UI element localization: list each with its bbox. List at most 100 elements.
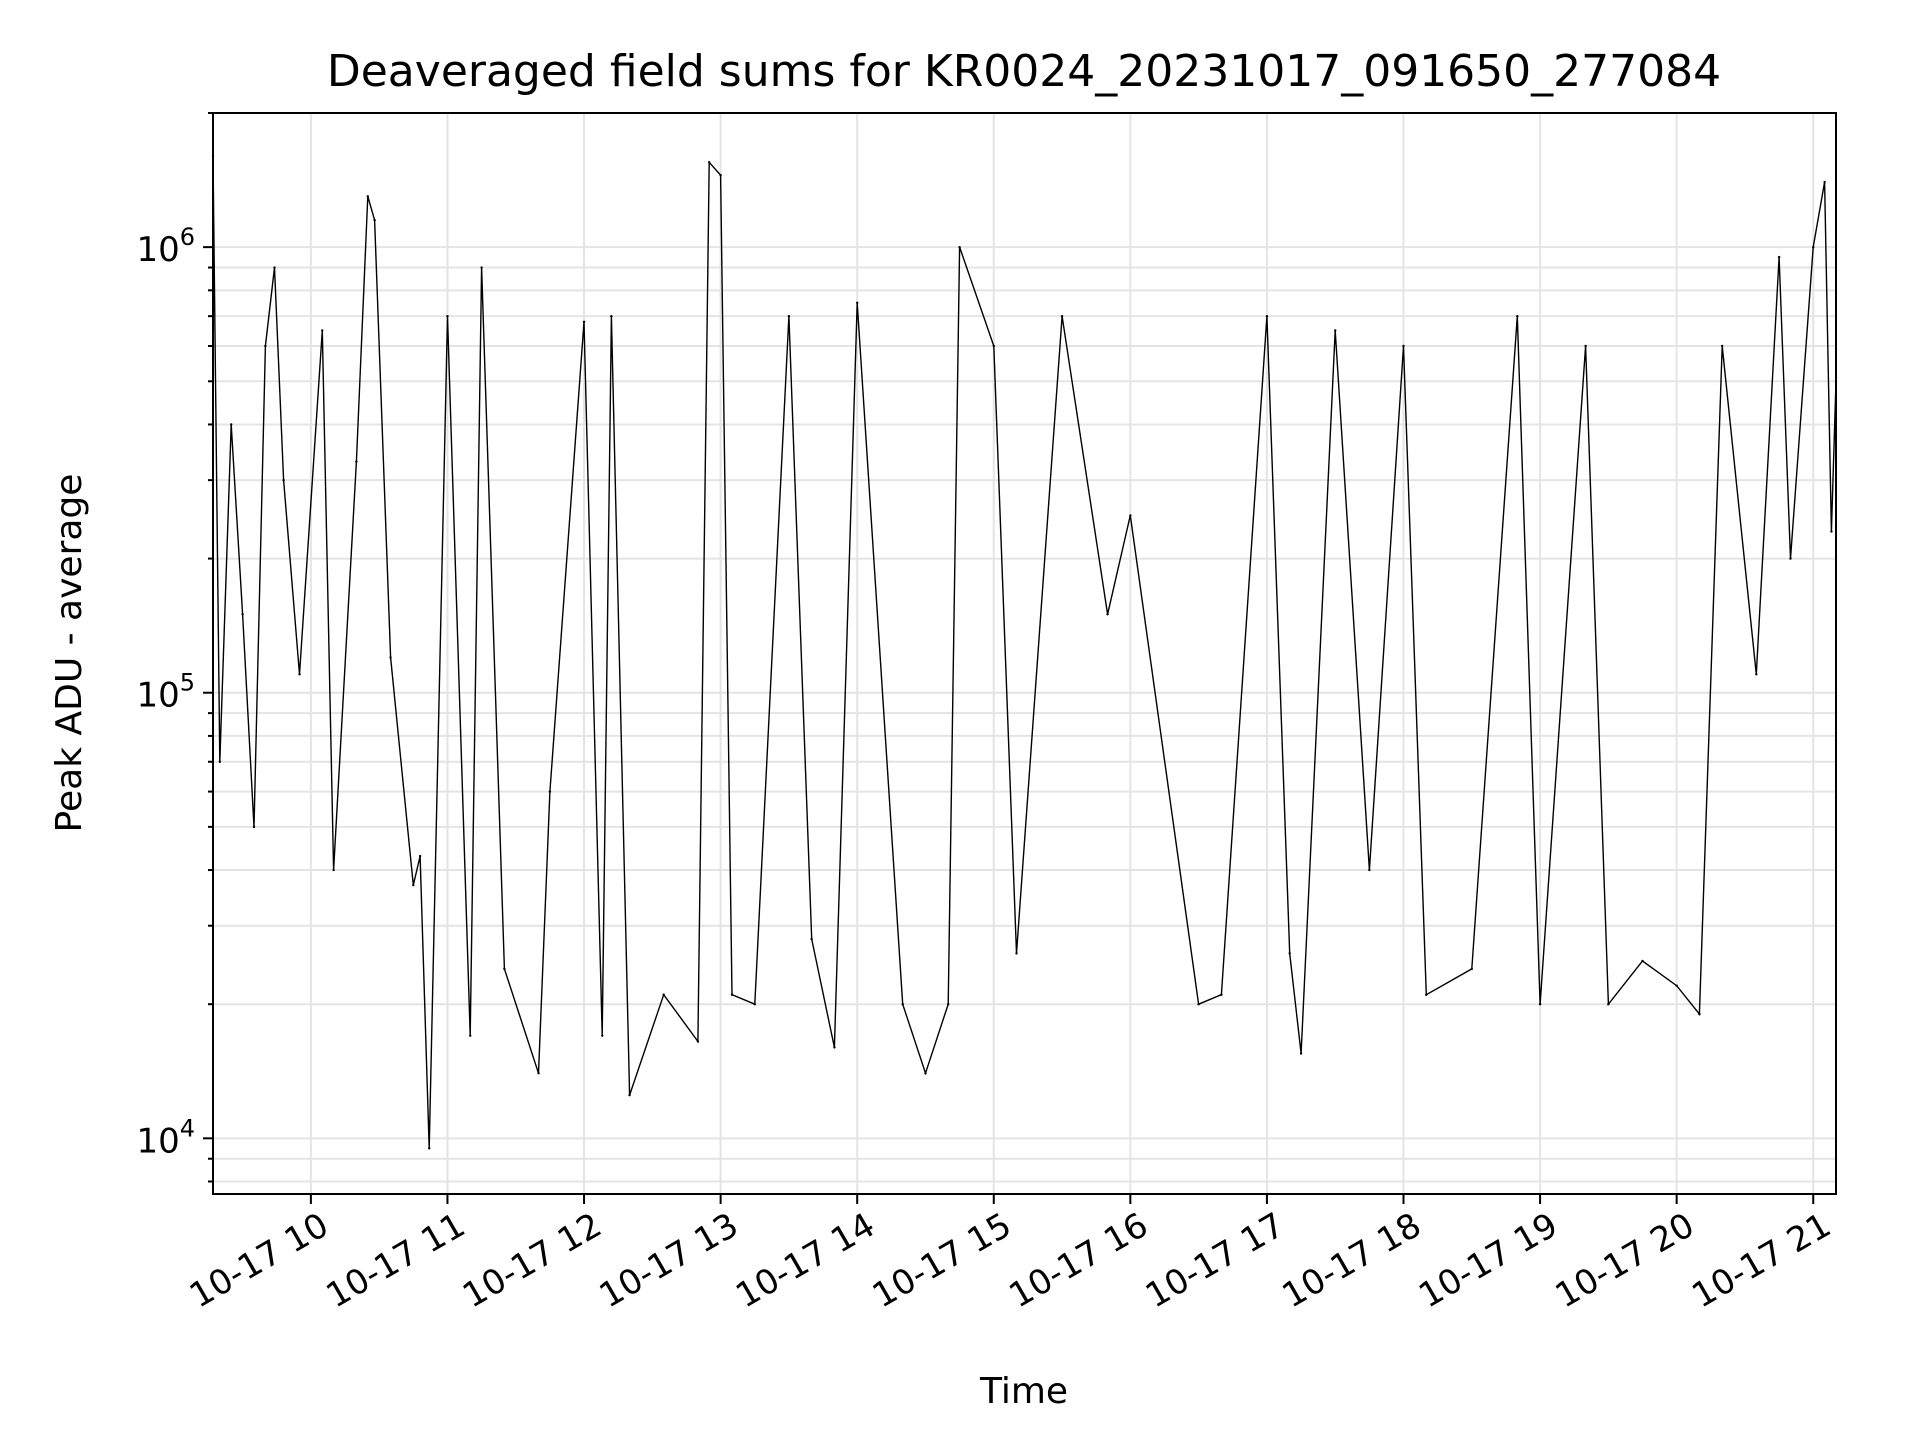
data-point — [947, 1002, 950, 1006]
data-point — [810, 937, 813, 941]
y-tick-label: 104 — [136, 1114, 195, 1161]
data-point — [480, 266, 483, 269]
grid-layer — [213, 112, 1836, 1194]
data-point — [389, 656, 392, 659]
data-point — [582, 320, 586, 323]
data-point — [1197, 1002, 1200, 1006]
data-point — [924, 1072, 927, 1075]
data-point — [373, 218, 376, 222]
y-axis-label: Peak ADU - average — [49, 474, 90, 833]
data-point — [833, 1046, 836, 1049]
data-point — [282, 478, 285, 482]
y-tick-exponent: 6 — [180, 223, 195, 251]
data-point — [1470, 967, 1473, 971]
x-tick-label: 10-17 13 — [593, 1205, 745, 1316]
plot-layer — [211, 154, 1838, 1150]
data-point — [1060, 314, 1064, 318]
x-tick-label: 10-17 19 — [1412, 1205, 1564, 1316]
data-point — [1777, 255, 1781, 259]
x-tick-label: 10-17 20 — [1549, 1205, 1701, 1316]
y-tick-label: 105 — [136, 669, 195, 716]
plot-frame — [212, 112, 1837, 1195]
data-point — [662, 993, 665, 996]
y-tick-base: 10 — [136, 230, 179, 270]
data-point — [273, 266, 276, 269]
x-tick-label: 10-17 17 — [1139, 1205, 1291, 1316]
data-point — [1755, 673, 1758, 676]
data-point — [218, 760, 222, 763]
data-point — [264, 344, 267, 348]
data-point — [1368, 868, 1371, 872]
data-point — [428, 1147, 431, 1150]
data-point — [1299, 1052, 1303, 1055]
data-point — [1830, 530, 1833, 533]
data-point — [1106, 613, 1109, 616]
data-point — [321, 329, 324, 332]
data-point — [1402, 344, 1405, 348]
data-point — [241, 613, 244, 616]
data-point — [628, 1093, 631, 1097]
x-tick-label: 10-17 18 — [1276, 1205, 1428, 1316]
x-tick-label: 10-17 14 — [729, 1205, 881, 1316]
data-point — [1516, 314, 1519, 318]
data-point — [548, 790, 552, 793]
data-point — [958, 245, 961, 249]
data-point — [719, 174, 722, 177]
data-point — [1698, 1012, 1701, 1016]
data-point — [1129, 514, 1132, 517]
y-tick-exponent: 5 — [180, 669, 195, 697]
data-point — [412, 883, 415, 887]
data-point — [1607, 1002, 1610, 1006]
data-point — [992, 344, 995, 348]
data-point — [601, 1034, 604, 1037]
x-axis-label: Time — [979, 1371, 1068, 1412]
y-tick-base: 10 — [136, 676, 179, 716]
data-point — [1015, 952, 1018, 955]
data-point — [230, 423, 233, 426]
data-point — [469, 1034, 472, 1037]
data-point — [1823, 180, 1826, 184]
data-point — [1584, 344, 1587, 348]
x-tick-label: 10-17 10 — [183, 1205, 335, 1316]
data-point — [332, 868, 335, 872]
data-point — [1334, 329, 1337, 332]
data-point — [855, 301, 859, 305]
data-point — [1425, 993, 1428, 996]
data-point — [298, 673, 301, 676]
data-point — [1538, 1002, 1542, 1006]
data-point — [1288, 952, 1291, 955]
y-tick-exponent: 4 — [180, 1114, 195, 1142]
data-point — [1675, 984, 1678, 987]
data-point — [418, 854, 422, 858]
data-point — [610, 314, 613, 318]
data-point — [730, 993, 734, 996]
data-point — [537, 1072, 540, 1075]
data-point — [1812, 245, 1815, 249]
data-point — [1720, 344, 1724, 348]
data-point — [252, 825, 256, 829]
data-point — [503, 967, 506, 971]
data-point — [1641, 959, 1644, 963]
data-point — [1220, 993, 1223, 996]
y-tick-base: 10 — [136, 1121, 179, 1161]
data-point — [753, 1002, 756, 1006]
x-tick-label: 10-17 15 — [866, 1205, 1018, 1316]
data-point — [446, 314, 449, 318]
series-line — [212, 156, 1837, 1149]
x-tick-label: 10-17 21 — [1685, 1205, 1837, 1316]
data-point — [708, 161, 711, 164]
data-point — [1265, 314, 1269, 318]
data-point — [901, 1002, 904, 1006]
data-point — [355, 460, 358, 463]
x-tick-label: 10-17 12 — [456, 1205, 608, 1316]
data-point — [366, 195, 369, 198]
data-point — [696, 1040, 700, 1043]
data-point — [787, 314, 791, 318]
chart-title: Deaveraged field sums for KR0024_2023101… — [327, 46, 1721, 97]
x-tick-label: 10-17 11 — [320, 1205, 472, 1316]
y-tick-label: 106 — [136, 223, 195, 270]
data-point — [1789, 557, 1792, 560]
